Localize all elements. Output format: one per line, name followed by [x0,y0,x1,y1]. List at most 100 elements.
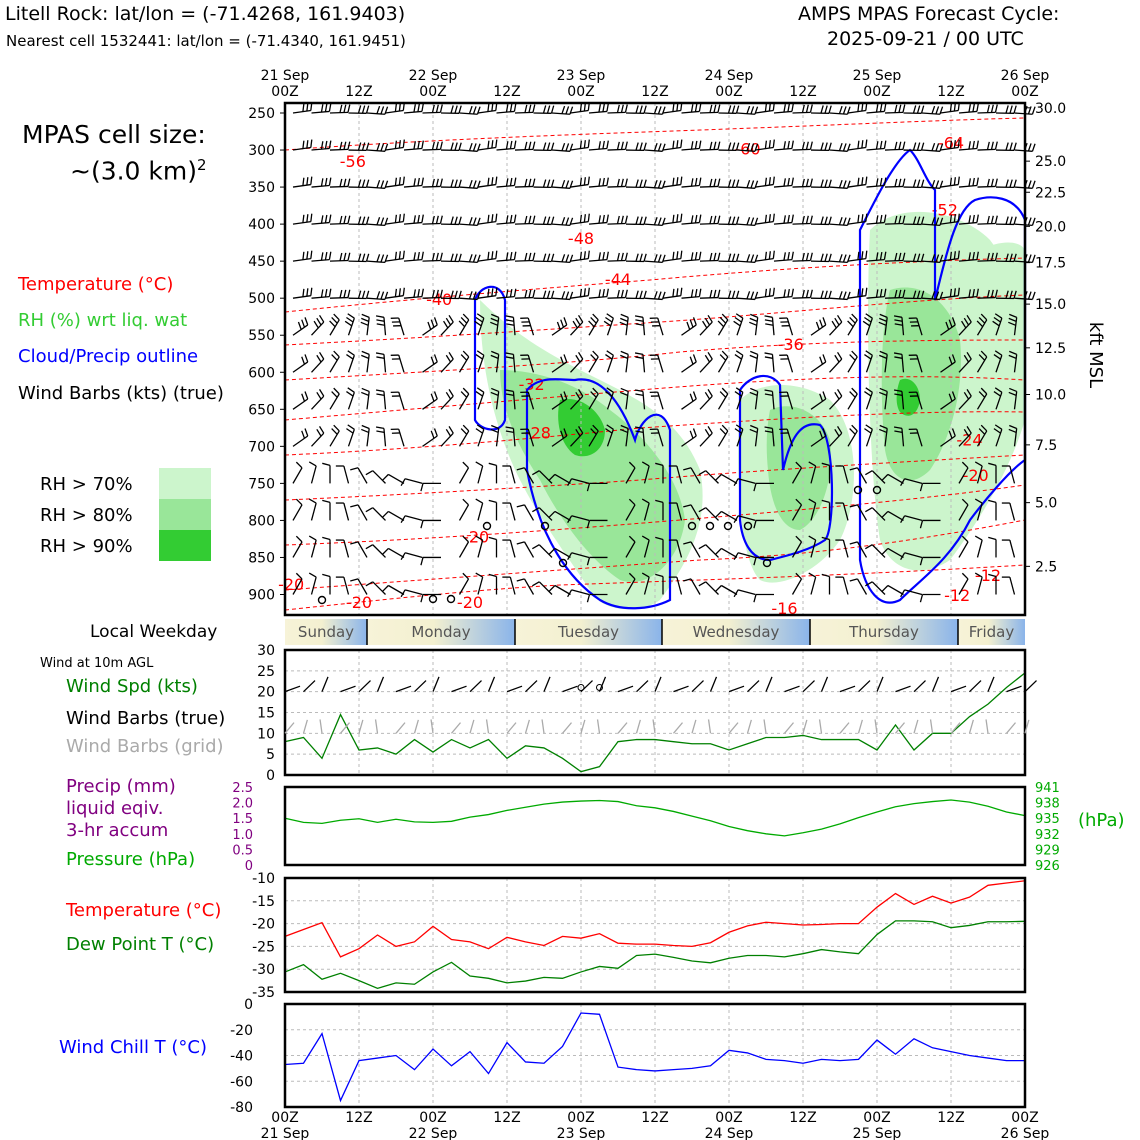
wind-barb-flag [709,178,713,187]
wind-barb-flag [750,143,755,152]
wind-barb-flag [331,391,338,398]
top-hour-label: 00Z [419,84,446,100]
wind-barb [977,289,998,299]
wind-barb-flag [628,572,636,580]
wind-barb-flag [764,430,773,434]
wind-barb-flag [462,387,470,395]
wind-barb-flag [838,179,843,188]
wind-barb-flag [361,424,370,430]
wind-barb [865,470,886,484]
wind-barb [607,178,628,188]
wind-barb-staff [699,259,719,262]
wind-barb-flag [893,426,903,430]
wind-barb-flag [624,141,628,150]
wind-barb [311,288,332,299]
wind-barb-flag [993,316,1001,323]
wind-barb-flag [749,321,757,326]
wind-barb-flag [864,428,872,434]
wind-barb [792,104,813,114]
wind-barb-true-10m [598,676,607,692]
wind-barb [849,578,868,595]
calm-wind-marker [687,521,697,531]
wind-barb [829,314,843,336]
wind-barb [532,544,553,558]
wind-barb-flag [879,354,887,359]
wind-barb-flag [606,140,609,149]
wind-barb-staff [383,317,387,336]
wind-chill-panel-frame [283,1002,1027,1109]
wind-barb [551,391,568,410]
wind-barb-flag [698,470,707,476]
wind-barb-flag [639,216,643,225]
wind-barb-flag [394,214,398,223]
wind-barb [940,287,960,299]
wind-barb [884,178,906,188]
wind-barb-staff [1013,391,1018,410]
wind-barb-staff [736,429,744,447]
wind-10m-panel-series-line [284,672,1026,773]
wind-barb-flag [583,251,586,260]
wind-barb [348,179,370,189]
wind-barb-staff [662,183,681,188]
wind-barb-staff [791,578,803,595]
wind-barb-staff [884,317,888,336]
wind-barb-flag [420,557,424,566]
wind-barb [847,424,858,447]
wind-barb-flag [376,430,385,434]
wind-barb-flag [565,180,570,189]
wind-barb-flag [1013,216,1017,225]
wind-barb-flag [974,498,983,504]
wind-barb-flag [820,179,824,188]
wind-barb-flag [727,216,732,225]
wind-barb-flag [672,251,675,260]
wind-barb-flag [754,217,759,226]
wind-barb-flag [458,320,466,328]
wind-barb-flag [579,140,583,149]
wind-barb-flag [361,387,370,393]
wind-barb-flag [417,288,420,298]
wind-barb-staff [606,392,614,410]
wind-barb-flag [620,424,629,430]
wind-barb-staff [403,221,422,225]
wind-barb [422,317,438,336]
wind-barb-flag [569,180,574,189]
wind-barb [958,177,979,188]
wind-barb-staff [662,295,681,299]
wind-barb-flag [961,461,969,469]
wind-barb-grid-10m [839,722,850,734]
wind-barb [821,499,831,521]
wind-barb [605,387,614,410]
wind-barb-flag [616,178,620,187]
wind-barb-flag [439,104,443,113]
wind-barb-flag [306,103,309,112]
wind-barb-flag [721,424,729,432]
wind-barb-staff [509,502,516,521]
wind-barb [520,391,535,410]
wind-barb-flag [435,104,439,113]
wind-barb-flag [546,290,551,299]
wind-barb [958,461,969,484]
wind-barb-flag [468,105,473,114]
wind-barb-grid-10m [1006,722,1016,734]
wind-barb [655,499,664,521]
wind-barb [753,556,774,566]
wind-barb-flag [320,289,324,298]
wind-barb-flag [450,142,454,151]
wind-barb-true-10m [358,680,371,693]
wind-barb-staff [958,395,972,410]
wind-barb-staff [717,319,729,336]
wind-barb-flag [590,317,597,324]
wind-barb-flag [357,290,362,299]
wind-barb-flag [587,213,590,222]
wind-barb [847,287,868,299]
wind-barb-flag [458,216,462,225]
wind-barb-staff [440,321,454,336]
wind-barb-grid-10m [485,719,490,734]
wind-barb [715,473,738,484]
wind-barb-flag [828,179,832,188]
wind-barb [699,215,721,225]
wind-barb-flag [634,426,644,430]
wind-barb [958,535,969,558]
wind-barb-staff [810,324,827,336]
wind-barb [588,251,609,262]
